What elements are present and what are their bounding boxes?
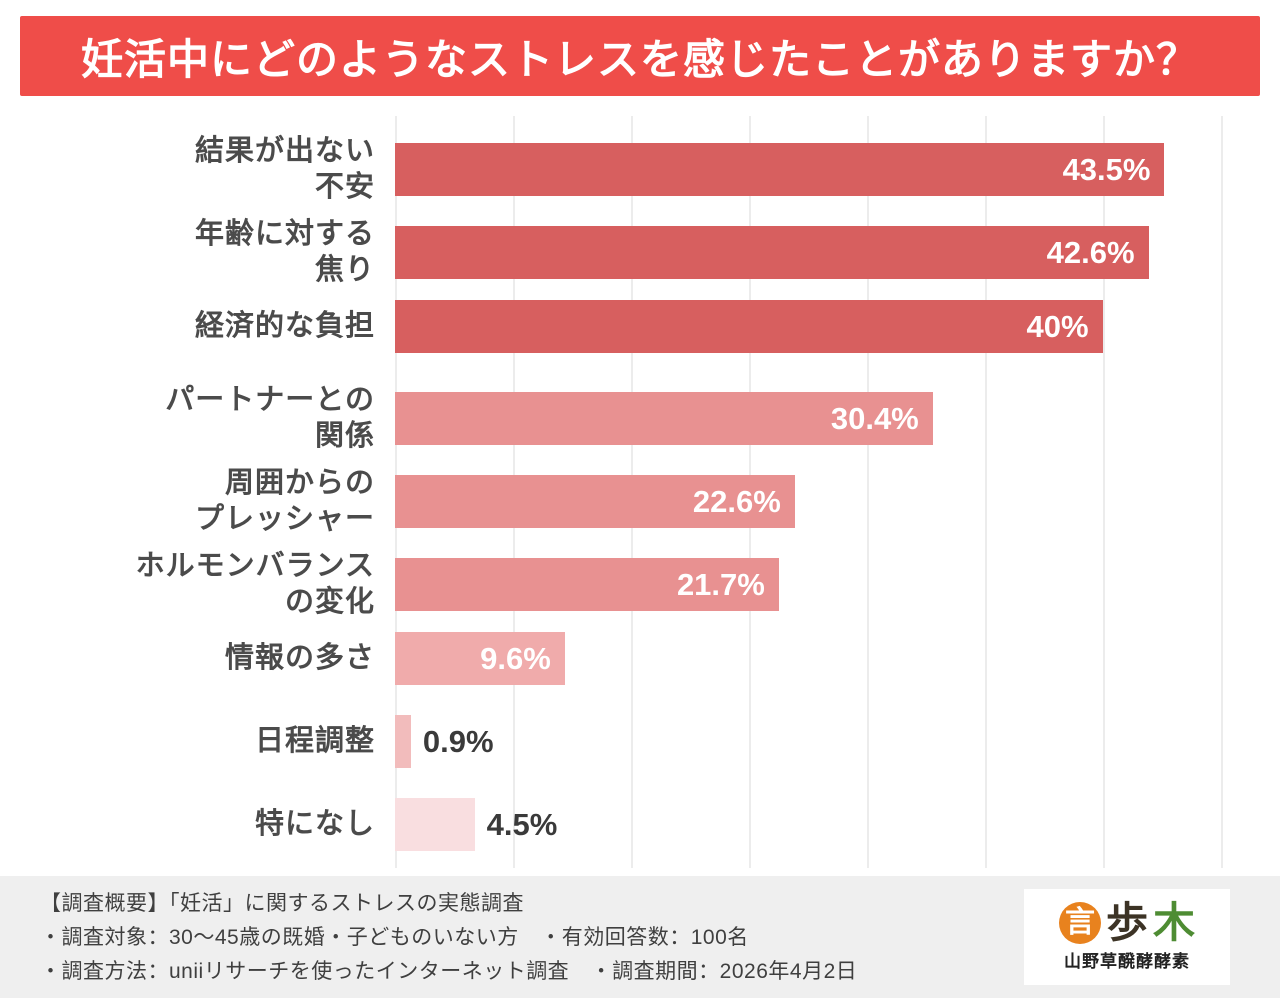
value-label: 40% bbox=[1026, 308, 1089, 344]
bar: 43.5% bbox=[395, 143, 1165, 197]
value-label: 43.5% bbox=[1062, 151, 1151, 187]
logo-glyphs: 言 歩 木 bbox=[1058, 899, 1196, 946]
survey-target-line: ・調査対象：30〜45歳の既婚・子どものいない方 ・有効回答数：100名 bbox=[40, 926, 749, 950]
bar: 42.6% bbox=[395, 226, 1149, 280]
value-label: 42.6% bbox=[1046, 234, 1135, 270]
value-label: 9.6% bbox=[480, 640, 551, 676]
category-label: 経済的な負担 bbox=[194, 309, 375, 342]
category-label: 年齢に対する 焦り bbox=[194, 218, 375, 286]
chart-title-banner: 妊活中にどのようなストレスを感じたことがありますか？ bbox=[20, 16, 1260, 96]
bar: 22.6% bbox=[395, 475, 795, 529]
category-label: 周囲からの プレッシャー bbox=[194, 467, 375, 535]
chart-row: 特になし 4.5% bbox=[20, 798, 1260, 851]
survey-method-line: ・調査方法：uniiリサーチを使ったインターネット調査 ・調査期間：2026年4… bbox=[40, 960, 858, 984]
category-label: 特になし bbox=[254, 807, 375, 840]
chart-row: 経済的な負担 40% bbox=[20, 300, 1260, 353]
chart-row: パートナーとの 関係 30.4% bbox=[20, 383, 1260, 452]
bar-track: 22.6% bbox=[395, 475, 1260, 529]
value-label: 0.9% bbox=[422, 723, 494, 759]
bar-track: 9.6% bbox=[395, 632, 1260, 685]
bar bbox=[395, 715, 411, 768]
logo-glyph-tree: 木 bbox=[1153, 899, 1196, 946]
bar: 21.7% bbox=[395, 558, 779, 612]
survey-footer: 【調査概要】「妊活」に関するストレスの実態調査 ・調査対象：30〜45歳の既婚・… bbox=[0, 876, 1280, 998]
chart-row: 年齢に対する 焦り 42.6% bbox=[20, 217, 1260, 286]
bar bbox=[395, 798, 475, 851]
logo-name: 山野草醗酵酵素 bbox=[1064, 952, 1190, 971]
value-label: 30.4% bbox=[830, 400, 919, 436]
value-label: 4.5% bbox=[486, 806, 558, 842]
chart-row: 日程調整 0.9% bbox=[20, 715, 1260, 768]
chart-row: ホルモンバランス の変化 21.7% bbox=[20, 549, 1260, 618]
survey-notes: 【調査概要】「妊活」に関するストレスの実態調査 ・調査対象：30〜45歳の既婚・… bbox=[40, 887, 857, 989]
category-label: 日程調整 bbox=[254, 724, 375, 757]
bar: 9.6% bbox=[395, 632, 565, 685]
bar-track: 40% bbox=[395, 300, 1260, 353]
logo-circle-glyph: 言 bbox=[1058, 902, 1101, 944]
chart-row: 周囲からの プレッシャー 22.6% bbox=[20, 466, 1260, 535]
bar-track: 21.7% bbox=[395, 558, 1260, 612]
brand-logo: 言 歩 木 山野草醗酵酵素 bbox=[1024, 889, 1230, 985]
bar: 40% bbox=[395, 300, 1103, 353]
chart-rows: 結果が出ない 不安 43.5% 年齢に対する 焦り 42.6% 経済的な負担 40% パートナー… bbox=[20, 112, 1260, 851]
category-label: パートナーとの 関係 bbox=[165, 384, 375, 452]
bar: 30.4% bbox=[395, 392, 933, 446]
category-label: 情報の多さ bbox=[224, 641, 375, 674]
value-label: 22.6% bbox=[692, 483, 781, 519]
bar-track: 4.5% bbox=[395, 798, 1260, 851]
bar-track: 43.5% bbox=[395, 143, 1260, 197]
bar-track: 0.9% bbox=[395, 715, 1260, 768]
page-title: 妊活中にどのようなストレスを感じたことがありますか？ bbox=[80, 35, 1199, 83]
category-label: ホルモンバランス の変化 bbox=[135, 550, 375, 618]
category-label: 結果が出ない 不安 bbox=[194, 135, 375, 203]
survey-overview-line: 【調査概要】「妊活」に関するストレスの実態調査 bbox=[40, 892, 524, 915]
bar-track: 30.4% bbox=[395, 392, 1260, 446]
chart-row: 情報の多さ 9.6% bbox=[20, 632, 1260, 685]
bar-chart: 結果が出ない 不安 43.5% 年齢に対する 焦り 42.6% 経済的な負担 40% パートナー… bbox=[20, 112, 1260, 876]
logo-glyph-walk: 歩 bbox=[1105, 899, 1148, 946]
value-label: 21.7% bbox=[676, 566, 765, 602]
chart-row: 結果が出ない 不安 43.5% bbox=[20, 134, 1260, 203]
bar-track: 42.6% bbox=[395, 226, 1260, 280]
